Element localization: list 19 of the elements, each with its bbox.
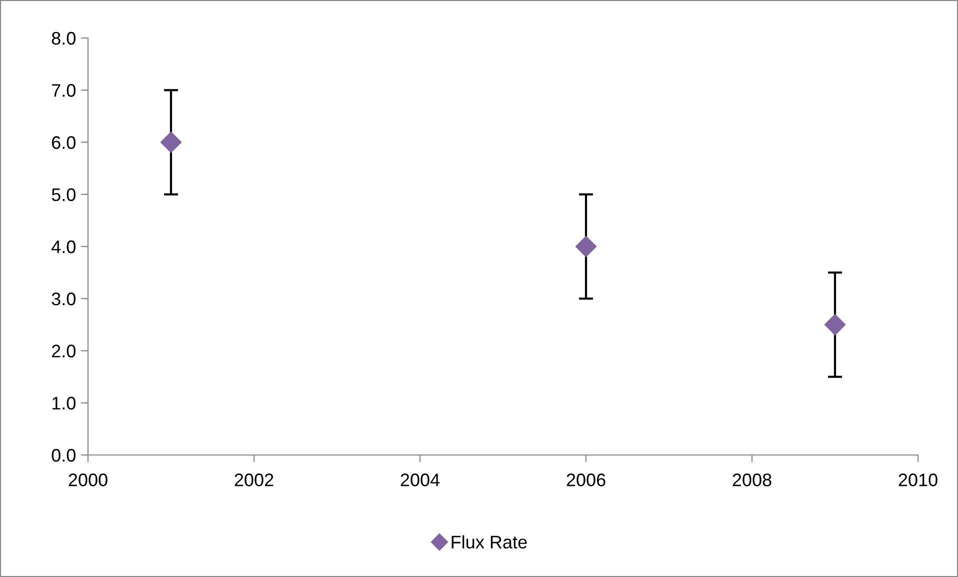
- x-tick-label: 2010: [898, 474, 938, 486]
- point: [575, 236, 597, 258]
- y-tick-label: 5.0: [52, 188, 76, 202]
- legend-label: Flux Rate: [452, 535, 527, 549]
- y-tick-label: 1.0: [52, 396, 76, 410]
- y-tick-label: 0.0: [52, 448, 76, 462]
- point: [824, 314, 846, 336]
- y-tick-label: 8.0: [52, 32, 76, 45]
- y-tick-label: 7.0: [52, 84, 76, 97]
- y-tick-label: 3.0: [52, 292, 76, 306]
- point: [160, 132, 182, 153]
- x-tick-label: 2004: [400, 474, 440, 486]
- x-tick-label: 2008: [732, 474, 772, 486]
- y-tick-label: 6.0: [52, 136, 76, 149]
- y-tick-label: 4.0: [52, 240, 76, 254]
- y-tick-label: 2.0: [52, 344, 76, 358]
- x-tick-label: 2006: [566, 474, 606, 486]
- x-tick-label: 2002: [234, 474, 274, 486]
- x-tick-label: 2000: [68, 474, 108, 486]
